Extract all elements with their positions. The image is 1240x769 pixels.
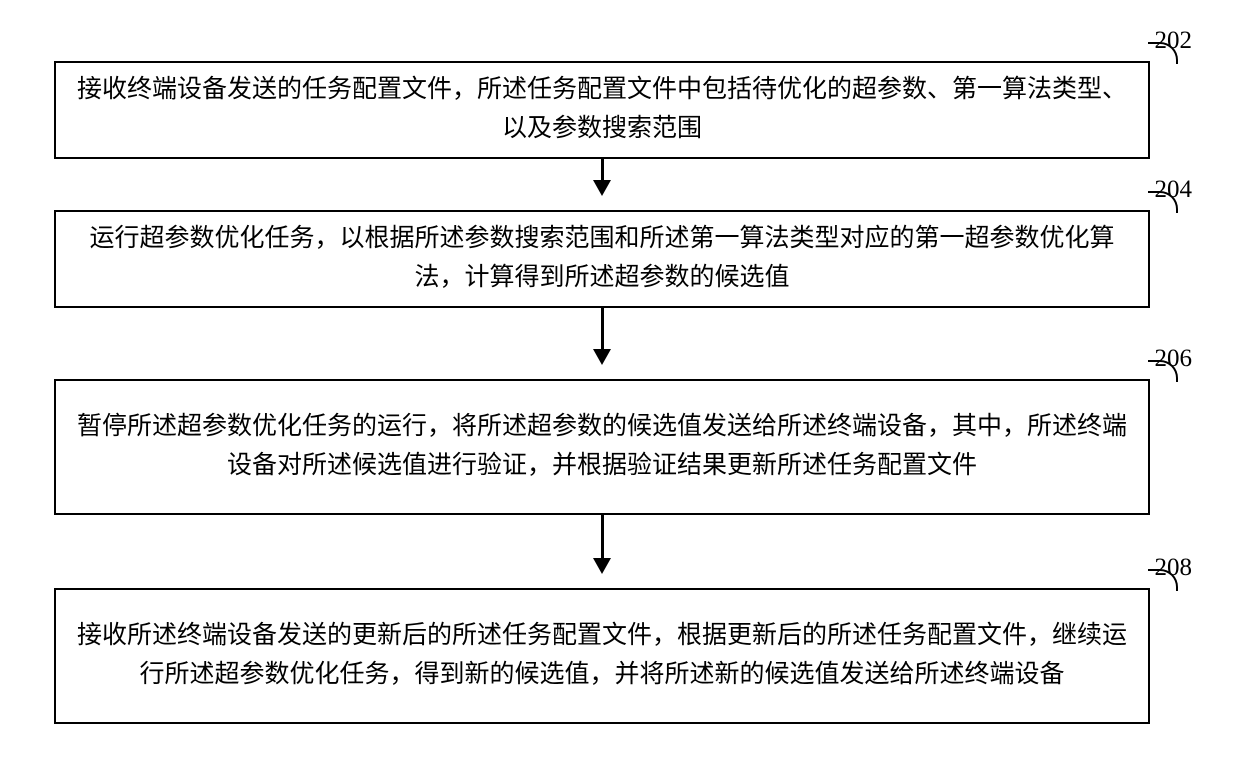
step-box-202: 接收终端设备发送的任务配置文件，所述任务配置文件中包括待优化的超参数、第一算法类… — [54, 61, 1150, 159]
step-label-202: 202 — [1138, 27, 1192, 55]
step-label-204: 204 — [1138, 176, 1192, 204]
arrow-head-2 — [593, 349, 611, 365]
step-label-206: 206 — [1138, 345, 1192, 373]
step-text-202: 接收终端设备发送的任务配置文件，所述任务配置文件中包括待优化的超参数、第一算法类… — [76, 71, 1128, 149]
step-box-206: 暂停所述超参数优化任务的运行，将所述超参数的候选值发送给所述终端设备，其中，所述… — [54, 379, 1150, 515]
step-text-208: 接收所述终端设备发送的更新后的所述任务配置文件，根据更新后的所述任务配置文件，继… — [76, 617, 1128, 695]
step-text-206: 暂停所述超参数优化任务的运行，将所述超参数的候选值发送给所述终端设备，其中，所述… — [76, 408, 1128, 486]
arrow-line-3 — [601, 515, 604, 558]
step-box-204: 运行超参数优化任务，以根据所述参数搜索范围和所述第一算法类型对应的第一超参数优化… — [54, 210, 1150, 308]
arrow-line-2 — [601, 308, 604, 349]
arrow-line-1 — [601, 159, 604, 180]
arrow-head-3 — [593, 558, 611, 574]
step-box-208: 接收所述终端设备发送的更新后的所述任务配置文件，根据更新后的所述任务配置文件，继… — [54, 588, 1150, 724]
step-text-204: 运行超参数优化任务，以根据所述参数搜索范围和所述第一算法类型对应的第一超参数优化… — [76, 220, 1128, 298]
arrow-head-1 — [593, 180, 611, 196]
step-label-208: 208 — [1138, 554, 1192, 582]
